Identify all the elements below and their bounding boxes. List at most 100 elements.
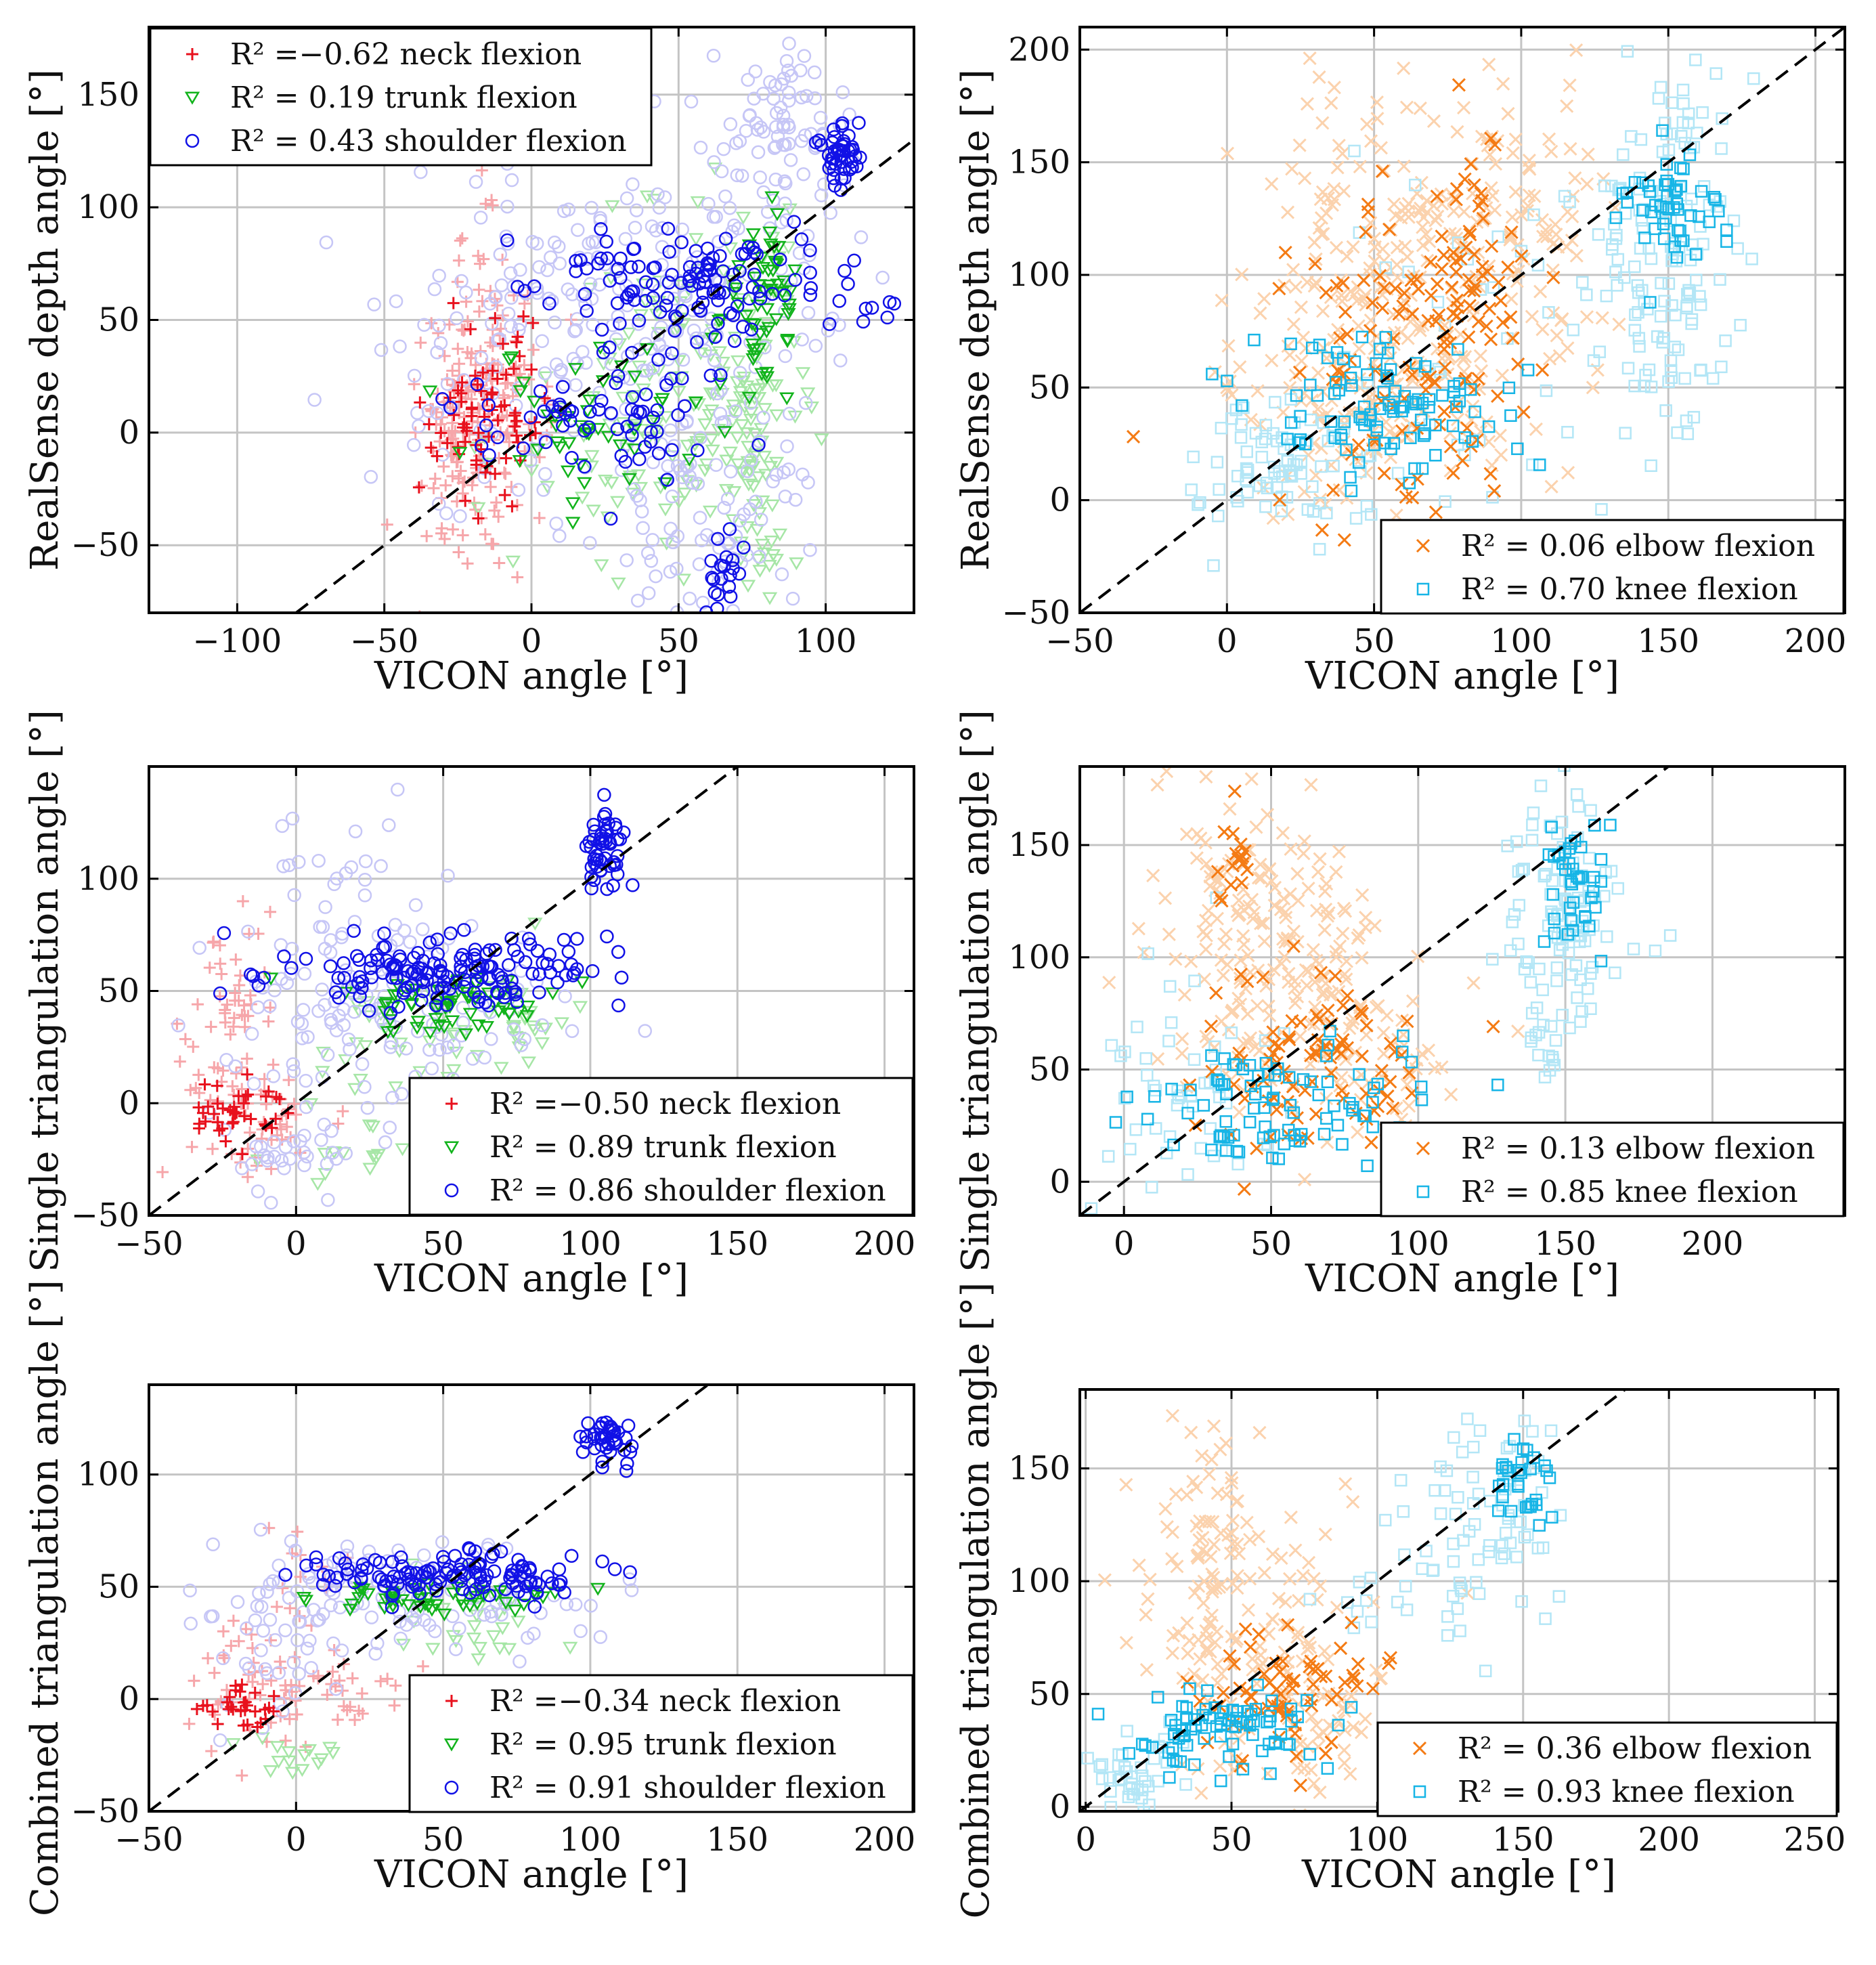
data-point (600, 929, 614, 944)
data-point (611, 945, 626, 959)
data-point (1322, 906, 1336, 920)
data-point (271, 1756, 286, 1769)
data-point (1353, 1068, 1366, 1081)
data-point (760, 622, 772, 632)
data-point (1334, 1071, 1349, 1085)
data-point (273, 1093, 286, 1106)
data-point (486, 386, 499, 399)
data-point (1376, 242, 1390, 256)
data-point (741, 72, 755, 87)
data-point (792, 246, 807, 260)
data-point (383, 1016, 397, 1030)
data-point (1243, 1640, 1258, 1654)
data-point (693, 303, 708, 318)
data-point (1257, 292, 1271, 306)
data-point (492, 511, 505, 523)
data-point (1324, 1693, 1338, 1707)
legend-label: R² =−0.50 neck flexion (489, 1087, 841, 1121)
data-point (1236, 1763, 1250, 1776)
data-point (725, 514, 741, 527)
data-point (472, 1641, 487, 1655)
data-point (521, 932, 536, 946)
data-point (1180, 1675, 1194, 1689)
data-point (630, 488, 644, 503)
data-point (427, 956, 441, 970)
data-point (692, 276, 707, 291)
data-point (1285, 1014, 1299, 1028)
data-point (1500, 1461, 1512, 1473)
data-point (311, 853, 326, 868)
data-point (190, 1702, 203, 1715)
data-point (1231, 893, 1246, 907)
data-point (619, 553, 634, 567)
data-point (1447, 1431, 1460, 1444)
data-point (1340, 327, 1354, 341)
data-point (1300, 97, 1315, 111)
data-point (429, 472, 441, 485)
data-point (1594, 955, 1608, 968)
data-point (583, 536, 597, 550)
data-point (255, 1732, 270, 1746)
data-point (747, 450, 762, 464)
data-point (1164, 1016, 1178, 1029)
data-point (1112, 1773, 1125, 1787)
data-point (348, 824, 363, 839)
data-point (1484, 131, 1498, 146)
data-point (504, 351, 519, 365)
data-point (1299, 341, 1313, 355)
data-point (254, 1643, 268, 1658)
data-point (781, 85, 796, 100)
data-point (1200, 1631, 1214, 1645)
data-point (297, 1749, 313, 1763)
data-point (516, 441, 531, 456)
data-point (609, 376, 623, 390)
data-point (743, 413, 759, 427)
data-point (1632, 332, 1646, 345)
data-point (1285, 162, 1299, 176)
data-point (359, 1561, 374, 1576)
data-point (1279, 911, 1293, 925)
data-point (312, 1669, 325, 1682)
data-point (508, 987, 523, 1001)
data-point (728, 278, 743, 293)
data-point (743, 406, 759, 420)
data-point (1315, 523, 1329, 537)
data-point (1240, 863, 1255, 877)
data-point (1229, 1494, 1244, 1509)
data-point (1402, 1066, 1416, 1080)
data-point (347, 915, 362, 929)
data-point (462, 385, 475, 398)
data-point (1405, 307, 1420, 321)
data-point (1370, 95, 1384, 110)
data-point (1686, 238, 1699, 251)
data-point (1287, 1106, 1301, 1119)
data-point (461, 315, 474, 328)
data-point (1569, 959, 1583, 972)
identity-line (1080, 27, 1845, 613)
data-point (410, 406, 424, 420)
data-point (1135, 1792, 1148, 1805)
data-point (1257, 1565, 1271, 1580)
data-point (1354, 1725, 1369, 1740)
legend-marker (444, 1183, 459, 1198)
data-point (467, 1591, 483, 1604)
data-point (1180, 1701, 1193, 1714)
data-point (1207, 1538, 1221, 1552)
data-point (741, 239, 758, 253)
data-point (1254, 916, 1268, 930)
data-point (1480, 132, 1494, 146)
data-point (458, 1028, 474, 1041)
data-point (760, 204, 775, 219)
data-point (506, 500, 519, 513)
data-point (1694, 364, 1707, 377)
data-point (1600, 930, 1613, 943)
identity-line (149, 766, 739, 1215)
y-tick-label: 0 (1049, 481, 1070, 519)
data-point (411, 960, 426, 975)
data-point (1644, 296, 1657, 309)
data-point (1201, 903, 1216, 917)
data-point (1335, 146, 1349, 160)
data-point (803, 543, 817, 557)
data-point (619, 191, 634, 206)
data-point (1225, 1629, 1239, 1643)
